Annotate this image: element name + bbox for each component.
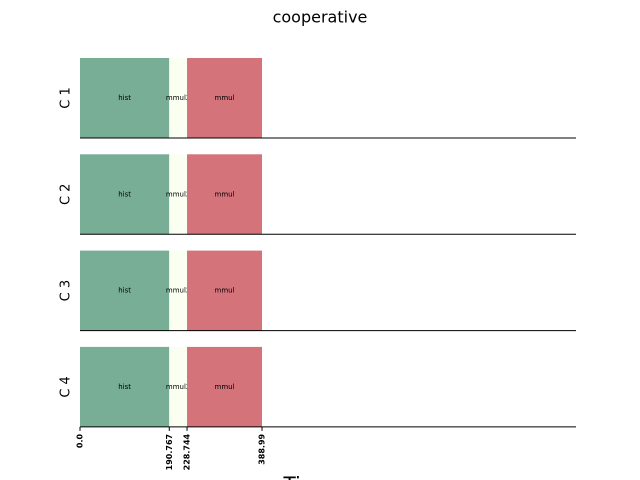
task-bar bbox=[187, 58, 263, 138]
chart-title: cooperative bbox=[273, 8, 368, 27]
task-bar bbox=[169, 154, 188, 235]
task-label: mmul2 bbox=[166, 287, 190, 295]
task-label: mmul2 bbox=[166, 190, 190, 198]
task-bar bbox=[169, 250, 188, 331]
task-bar bbox=[169, 58, 188, 138]
task-bar bbox=[187, 250, 263, 331]
task-label: mmul2 bbox=[166, 383, 190, 391]
x-tick-label: 0.0 bbox=[76, 433, 85, 448]
task-bar bbox=[187, 154, 263, 235]
task-bar bbox=[80, 346, 170, 427]
row-label: C 3 bbox=[59, 280, 74, 301]
x-tick-label: 190.767 bbox=[165, 434, 174, 470]
task-label: mmul bbox=[215, 94, 235, 102]
task-label: hist bbox=[118, 287, 131, 295]
x-tick-label: 228.744 bbox=[183, 433, 192, 470]
task-bar bbox=[80, 58, 170, 138]
x-axis-label: Time bbox=[283, 473, 333, 480]
task-label: mmul2 bbox=[166, 94, 190, 102]
task-bar bbox=[187, 346, 263, 427]
row-label: C 4 bbox=[59, 376, 74, 397]
row-label: C 1 bbox=[59, 87, 74, 108]
x-tick-label: 388.99 bbox=[258, 433, 267, 464]
task-label: hist bbox=[118, 94, 131, 102]
task-bar bbox=[169, 346, 188, 427]
task-label: mmul bbox=[215, 383, 235, 391]
task-bar bbox=[80, 154, 170, 235]
task-label: mmul bbox=[215, 190, 235, 198]
task-label: hist bbox=[118, 190, 131, 198]
row-label: C 2 bbox=[59, 184, 74, 205]
task-label: mmul bbox=[215, 287, 235, 295]
task-bar bbox=[80, 250, 170, 331]
task-label: hist bbox=[118, 383, 131, 391]
